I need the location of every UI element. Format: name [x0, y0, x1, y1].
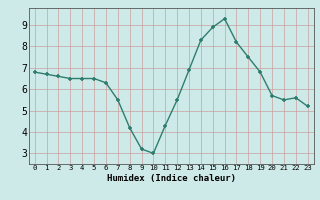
- X-axis label: Humidex (Indice chaleur): Humidex (Indice chaleur): [107, 174, 236, 183]
